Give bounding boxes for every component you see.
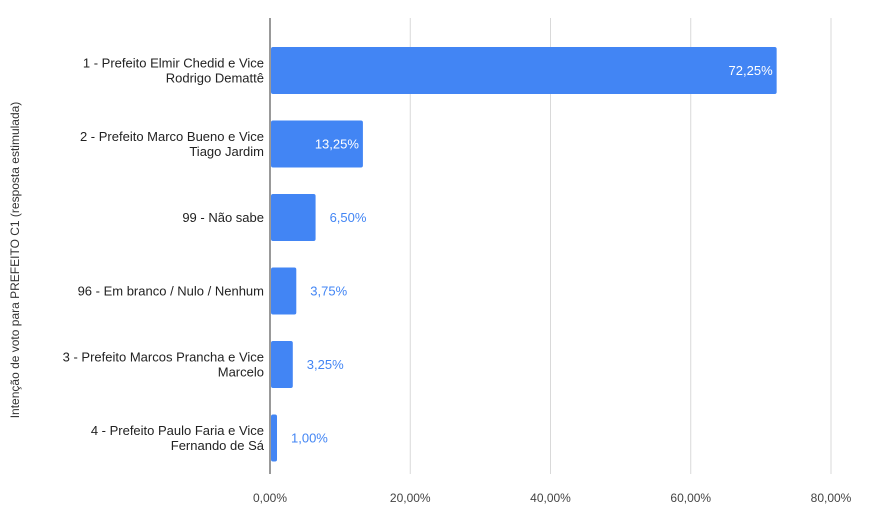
category-label: 4 - Prefeito Paulo Faria e Vice Fernando …: [91, 423, 265, 453]
value-labels: 72,25% 13,25% 6,50% 3,75% 3,25% 1,00%: [291, 63, 773, 446]
category-label-line: Fernando de Sá: [171, 438, 265, 453]
bar: [271, 120, 363, 168]
data-label: 3,75%: [310, 284, 347, 299]
data-label: 1,00%: [291, 431, 328, 446]
x-tick-label: 60,00%: [670, 491, 711, 505]
bar: [271, 341, 293, 388]
category-label: 96 - Em branco / Nulo / Nenhum: [78, 284, 264, 299]
data-label: 3,25%: [307, 357, 344, 372]
y-axis-title: Intenção de voto para PREFEITO C1 (respo…: [8, 102, 22, 419]
bar: [271, 414, 278, 462]
x-axis-ticks: 0,00% 20,00% 40,00% 60,00% 80,00%: [253, 491, 852, 505]
category-label-line: Tiago Jardim: [189, 144, 264, 159]
category-label-line: 1 - Prefeito Elmir Chedid e Vice: [83, 56, 264, 71]
bar: [271, 47, 777, 94]
bar: [271, 194, 316, 241]
category-label: 1 - Prefeito Elmir Chedid e Vice Rodrigo …: [83, 56, 264, 86]
category-label: 3 - Prefeito Marcos Prancha e Vice Marcel…: [63, 350, 264, 380]
data-label: 6,50%: [330, 210, 367, 225]
category-label-line: 3 - Prefeito Marcos Prancha e Vice: [63, 350, 264, 365]
category-label-line: Marcelo: [218, 365, 264, 380]
category-label: 99 - Não sabe: [182, 210, 264, 225]
x-tick-label: 40,00%: [530, 491, 571, 505]
category-label: 2 - Prefeito Marco Bueno e Vice Tiago Jar…: [80, 129, 264, 159]
category-labels: 1 - Prefeito Elmir Chedid e Vice Rodrigo …: [63, 56, 265, 454]
category-label-line: 96 - Em branco / Nulo / Nenhum: [78, 284, 264, 299]
category-label-line: 2 - Prefeito Marco Bueno e Vice: [80, 129, 264, 144]
x-tick-label: 0,00%: [253, 491, 287, 505]
category-label-line: 99 - Não sabe: [182, 210, 264, 225]
data-label: 13,25%: [315, 137, 360, 152]
bar: [271, 267, 297, 315]
category-label-line: 4 - Prefeito Paulo Faria e Vice: [91, 423, 264, 438]
bars: [271, 47, 777, 462]
data-label: 72,25%: [729, 63, 774, 78]
category-label-line: Rodrigo Demattê: [166, 71, 264, 86]
x-tick-label: 20,00%: [390, 491, 431, 505]
x-tick-label: 80,00%: [811, 491, 852, 505]
